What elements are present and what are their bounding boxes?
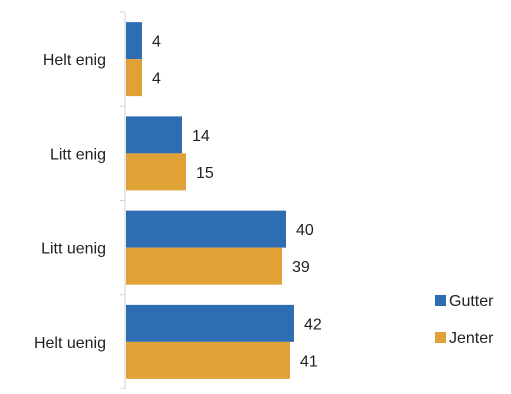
legend-label: Jenter [449, 330, 494, 347]
data-label: 42 [304, 316, 322, 333]
category-label: Litt enig [50, 146, 106, 163]
bar-jenter [126, 153, 186, 191]
bar-gutter [126, 304, 294, 342]
category-label: Litt uenig [41, 241, 106, 258]
data-label: 4 [152, 71, 161, 88]
category-label: Helt enig [43, 52, 106, 69]
bar-jenter [126, 59, 142, 97]
data-label: 41 [300, 353, 318, 370]
legend-swatch-jenter [435, 332, 446, 343]
bar-gutter [126, 210, 286, 248]
data-label: 39 [292, 259, 310, 276]
legend-swatch-gutter [435, 295, 446, 306]
data-label: 14 [192, 128, 210, 145]
legend-label: Gutter [449, 293, 494, 310]
bar-gutter [126, 116, 182, 154]
data-label: 40 [296, 222, 314, 239]
bar-jenter [126, 341, 290, 379]
bar-jenter [126, 247, 282, 285]
data-label: 4 [152, 34, 161, 51]
data-label: 15 [196, 165, 214, 182]
bar-gutter [126, 22, 142, 60]
category-label: Helt uenig [34, 335, 106, 352]
